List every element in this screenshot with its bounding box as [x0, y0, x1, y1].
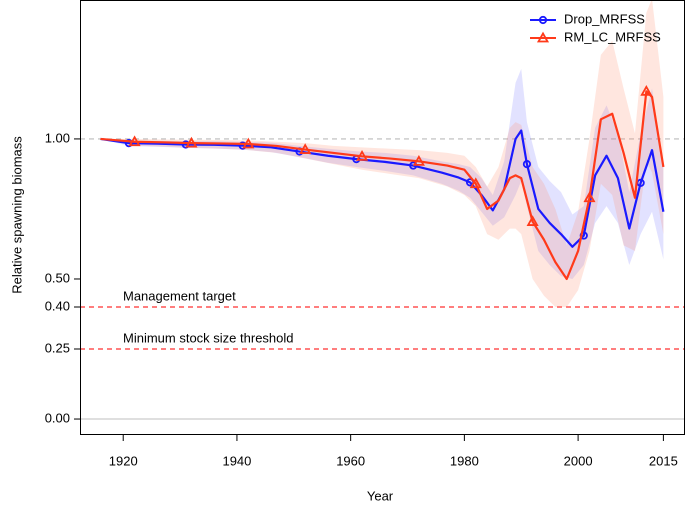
- x-tick-label: 1940: [222, 453, 251, 468]
- legend-label: Drop_MRFSS: [564, 11, 645, 26]
- point-marker: [412, 155, 425, 166]
- point-marker: [536, 31, 550, 43]
- y-tick-label: 0.00: [45, 410, 70, 425]
- point-marker: [526, 215, 539, 226]
- x-tick-label: 1920: [109, 453, 138, 468]
- point-marker: [242, 137, 255, 149]
- x-axis-title: Year: [367, 488, 394, 503]
- reference-label: Management target: [123, 288, 236, 303]
- x-tick-label: 1960: [336, 453, 365, 468]
- series-line: [100, 90, 665, 281]
- point-marker: [469, 177, 482, 189]
- reference-label: Minimum stock size threshold: [123, 330, 294, 345]
- point-marker: [538, 15, 548, 25]
- point-marker: [299, 143, 312, 154]
- point-marker: [128, 135, 141, 147]
- point-marker: [583, 191, 596, 203]
- point-marker: [355, 149, 369, 161]
- point-marker: [522, 160, 532, 169]
- y-tick-label: 1.00: [45, 130, 70, 145]
- legend-label: RM_LC_MRFSS: [564, 29, 661, 44]
- y-axis-title: Relative spawning biomass: [9, 136, 24, 294]
- y-tick-label: 0.25: [45, 340, 70, 355]
- confidence-band: [100, 0, 664, 307]
- x-tick-label: 2015: [649, 453, 678, 468]
- y-tick-label: 0.50: [45, 270, 70, 285]
- x-tick-label: 1980: [450, 453, 479, 468]
- point-marker: [185, 136, 198, 148]
- x-tick-label: 2000: [564, 453, 593, 468]
- point-marker: [640, 84, 653, 96]
- y-tick-label: 0.40: [45, 298, 70, 313]
- confidence-band: [100, 68, 664, 279]
- plot-area: [80, 0, 685, 420]
